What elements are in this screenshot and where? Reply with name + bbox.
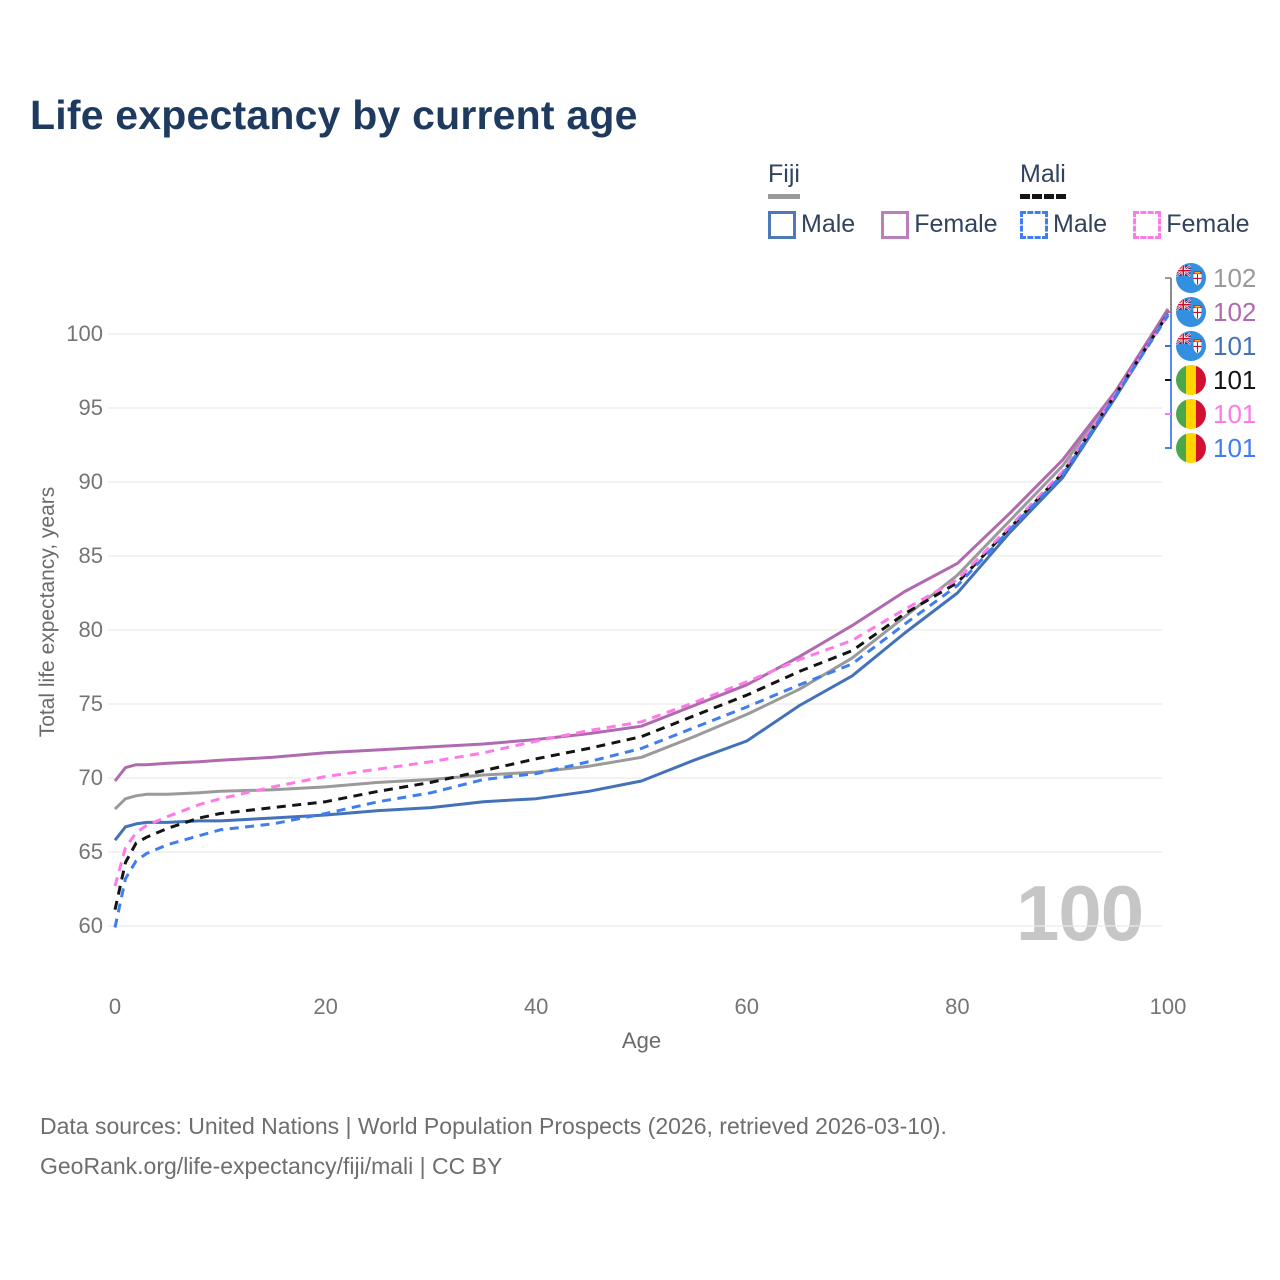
legend-item-fiji-male[interactable]: Male <box>768 210 855 239</box>
x-tick-label-40: 40 <box>523 994 549 1019</box>
series-end-label-fiji: 102 <box>1176 262 1256 294</box>
series-line-fiji-male[interactable] <box>113 312 1170 842</box>
fiji-female-swatch-icon <box>881 210 910 239</box>
y-tick-label-100: 100 <box>66 321 103 346</box>
fiji-male-swatch-icon <box>768 210 796 239</box>
legend-header-mali[interactable]: Mali <box>1020 160 1066 199</box>
series-line-mali-female[interactable] <box>113 313 1170 887</box>
legend-group-mali: Mali Male Female <box>1020 160 1250 239</box>
connector-tick <box>1165 379 1171 381</box>
mali-flag-icon <box>1176 433 1206 463</box>
connector-line <box>1170 278 1172 312</box>
end-label-value: 101 <box>1213 433 1257 463</box>
footer: Data sources: United Nations | World Pop… <box>40 1106 947 1186</box>
end-label-value: 101 <box>1213 365 1257 395</box>
series-line-mali[interactable] <box>113 313 1170 911</box>
mali-female-swatch-icon <box>1133 210 1162 239</box>
legend-item-label: Female <box>914 210 998 238</box>
y-tick-label-95: 95 <box>78 395 103 420</box>
legend-item-mali-female[interactable]: Female <box>1133 210 1250 239</box>
legend-group-fiji: Fiji Male Female <box>768 160 998 239</box>
connector-tick <box>1165 447 1171 449</box>
legend-header-fiji[interactable]: Fiji <box>768 160 800 199</box>
series-end-label-fiji-male: 101 <box>1176 330 1256 362</box>
series-line-mali-male[interactable] <box>113 314 1170 928</box>
y-tick-label-60: 60 <box>78 913 103 938</box>
y-tick-label-75: 75 <box>78 691 103 716</box>
mali-male-swatch-icon <box>1020 210 1048 239</box>
y-tick-label-70: 70 <box>78 765 103 790</box>
end-label-value: 101 <box>1213 331 1257 361</box>
connector-tick <box>1165 277 1171 279</box>
attribution-link[interactable]: GeoRank.org/life-expectancy/fiji/mali | … <box>40 1153 503 1179</box>
connector-tick <box>1165 413 1171 415</box>
series-line-fiji-female[interactable] <box>113 308 1170 782</box>
fiji-flag-icon <box>1176 263 1206 293</box>
mali-flag-icon <box>1176 365 1206 395</box>
legend-item-label: Male <box>1053 210 1108 238</box>
legend-item-fiji-female[interactable]: Female <box>881 210 998 239</box>
page-title: Life expectancy by current age <box>30 92 638 138</box>
x-tick-label-100: 100 <box>1149 994 1187 1019</box>
series-end-label-mali-female: 101 <box>1176 398 1256 430</box>
series-line-fiji[interactable] <box>113 308 1170 811</box>
end-label-value: 102 <box>1213 297 1257 327</box>
x-tick-label-0: 0 <box>108 994 122 1019</box>
x-tick-label-60: 60 <box>734 994 760 1019</box>
series-end-label-mali-male: 101 <box>1176 432 1256 464</box>
data-sources-text: Data sources: United Nations | World Pop… <box>40 1113 947 1139</box>
fiji-flag-icon <box>1176 331 1206 361</box>
legend-item-label: Female <box>1166 210 1250 238</box>
connector-line <box>1170 312 1172 449</box>
fiji-flag-icon <box>1176 297 1206 327</box>
age-watermark: 100 <box>1016 869 1144 957</box>
x-tick-label-20: 20 <box>313 994 338 1019</box>
y-tick-label-80: 80 <box>78 617 103 642</box>
y-tick-label-90: 90 <box>78 469 103 494</box>
end-label-value: 101 <box>1213 399 1257 429</box>
x-axis-title: Age <box>621 1028 662 1053</box>
end-label-value: 102 <box>1213 263 1257 293</box>
mali-flag-icon <box>1176 399 1206 429</box>
x-tick-label-80: 80 <box>945 994 970 1019</box>
legend-item-mali-male[interactable]: Male <box>1020 210 1107 239</box>
series-end-label-fiji-female: 102 <box>1176 296 1256 328</box>
y-tick-label-65: 65 <box>78 839 103 864</box>
series-end-label-mali: 101 <box>1176 364 1256 396</box>
y-tick-label-85: 85 <box>78 543 103 568</box>
legend-item-label: Male <box>801 210 856 238</box>
connector-tick <box>1165 345 1171 347</box>
